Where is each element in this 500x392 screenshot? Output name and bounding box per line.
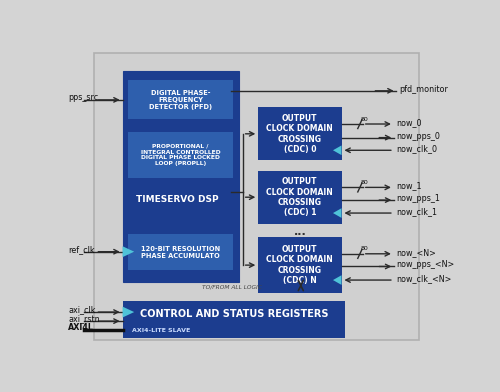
Text: now_0: now_0 [396, 118, 422, 127]
FancyBboxPatch shape [258, 107, 342, 160]
Text: now_clk_0: now_clk_0 [396, 144, 438, 153]
Text: OUTPUT
CLOCK DOMAIN
CROSSING
(CDC) 0: OUTPUT CLOCK DOMAIN CROSSING (CDC) 0 [266, 114, 333, 154]
Text: now_pps_<N>: now_pps_<N> [396, 260, 455, 269]
FancyBboxPatch shape [258, 237, 342, 293]
Text: pps_src: pps_src [68, 93, 98, 102]
Polygon shape [122, 246, 134, 257]
Text: 80: 80 [361, 247, 368, 252]
Text: now_1: now_1 [396, 181, 422, 191]
Polygon shape [122, 307, 134, 318]
Text: axi_rstn: axi_rstn [68, 314, 100, 323]
FancyBboxPatch shape [122, 71, 239, 283]
Text: now_pps_0: now_pps_0 [396, 132, 440, 141]
Text: TIMESERVO DSP: TIMESERVO DSP [136, 195, 218, 204]
Polygon shape [333, 208, 342, 218]
Text: 80: 80 [361, 180, 368, 185]
Text: now_clk_<N>: now_clk_<N> [396, 274, 452, 283]
Text: CONTROL AND STATUS REGISTERS: CONTROL AND STATUS REGISTERS [140, 309, 328, 319]
Text: DIGITAL PHASE-
FREQUENCY
DETECTOR (PFD): DIGITAL PHASE- FREQUENCY DETECTOR (PFD) [149, 90, 212, 110]
Text: pfd_monitor: pfd_monitor [400, 85, 448, 94]
Text: axi_clk: axi_clk [68, 305, 96, 314]
FancyBboxPatch shape [122, 301, 346, 338]
Text: now_<N>: now_<N> [396, 248, 436, 257]
Text: AXI4-LITE SLAVE: AXI4-LITE SLAVE [132, 328, 190, 333]
Text: OUTPUT
CLOCK DOMAIN
CROSSING
(CDC) N: OUTPUT CLOCK DOMAIN CROSSING (CDC) N [266, 245, 333, 285]
FancyBboxPatch shape [128, 80, 233, 120]
Text: ref_clk: ref_clk [68, 245, 95, 254]
Text: now_pps_1: now_pps_1 [396, 194, 440, 203]
Text: 120-BIT RESOLUTION
PHASE ACCUMULATO: 120-BIT RESOLUTION PHASE ACCUMULATO [141, 246, 220, 259]
FancyBboxPatch shape [94, 53, 419, 340]
FancyBboxPatch shape [128, 132, 233, 178]
Polygon shape [333, 145, 342, 155]
Text: AXI4L: AXI4L [68, 323, 94, 332]
Polygon shape [333, 275, 342, 285]
Text: PROPORTIONAL /
INTEGRAL CONTROLLED
DIGITAL PHASE LOCKED
LOOP (PROPLL): PROPORTIONAL / INTEGRAL CONTROLLED DIGIT… [141, 144, 220, 166]
FancyBboxPatch shape [128, 234, 233, 270]
Text: now_clk_1: now_clk_1 [396, 207, 438, 216]
FancyBboxPatch shape [258, 171, 342, 223]
Text: 80: 80 [361, 117, 368, 122]
Text: TO/FROM ALL LOGIC: TO/FROM ALL LOGIC [202, 285, 262, 290]
Text: ...: ... [294, 227, 306, 237]
Text: OUTPUT
CLOCK DOMAIN
CROSSING
(CDC) 1: OUTPUT CLOCK DOMAIN CROSSING (CDC) 1 [266, 177, 333, 217]
